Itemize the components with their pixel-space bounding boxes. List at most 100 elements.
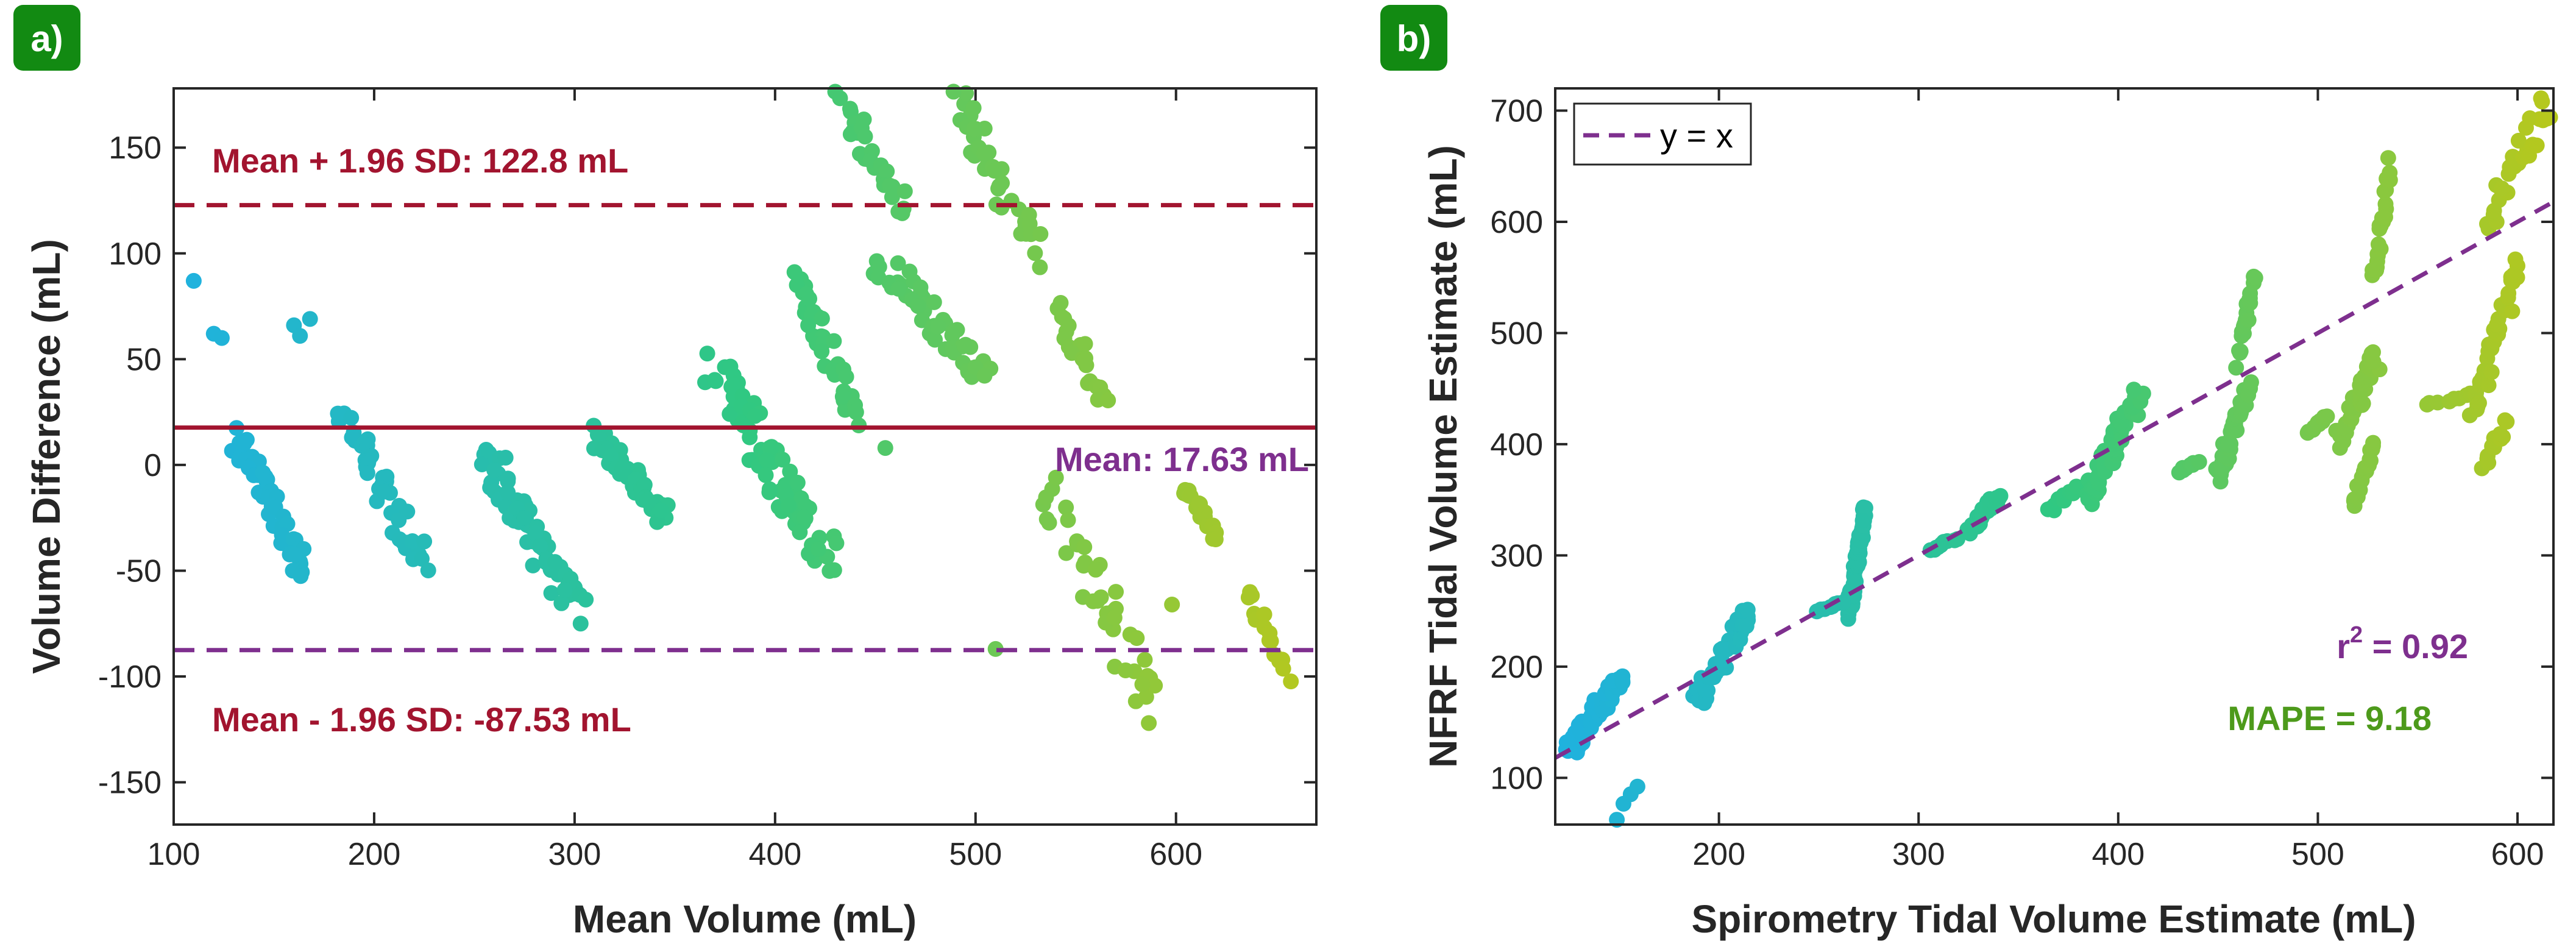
panel-b-data-point	[2528, 137, 2545, 154]
panel-a-data-point	[572, 616, 589, 632]
panel-a-data-point	[877, 440, 893, 456]
panel-a-data-point	[273, 535, 289, 552]
panel-a-data-point	[747, 408, 763, 424]
panel-b-x-tick-label: 500	[2291, 837, 2344, 872]
panel-b-y-tick-label: 300	[1490, 538, 1543, 573]
panel-a-x-tick-label: 100	[147, 837, 200, 872]
panel-a-data-point	[1056, 310, 1073, 327]
panel-b-y-tick-label: 700	[1490, 93, 1543, 129]
panel-b-x-tick-label: 200	[1692, 837, 1745, 872]
panel-a-data-point	[1060, 512, 1076, 528]
panel-b-y-axis-title: NFRF Tidal Volume Estimate (mL)	[1421, 145, 1465, 768]
panel-a-data-point	[474, 456, 490, 472]
panel-a-data-point	[1058, 545, 1074, 561]
panel-a-data-point	[1038, 489, 1054, 506]
panel-a-data-point	[556, 582, 573, 598]
panel-b-data-point	[2219, 436, 2236, 453]
panel-a-y-tick-label: 100	[108, 236, 161, 272]
panel-a-data-point	[821, 562, 838, 579]
panel-a-data-point	[786, 264, 803, 280]
panel-a-data-point	[420, 562, 436, 578]
panel-a-data-point	[359, 465, 375, 481]
panel-a-data-point	[926, 294, 942, 310]
panel-a: a) 100 200 300 400 500 600 -150-100-500501001…	[13, 5, 1318, 941]
panel-a-data-point	[527, 525, 544, 541]
panel-a-data-point	[516, 510, 533, 527]
panel-a-data-point	[1129, 630, 1145, 647]
panel-a-data-point	[761, 481, 778, 497]
panel-a-data-point	[404, 533, 420, 550]
panel-b-x-ticks: 200 300 400 500 600	[1692, 88, 2544, 872]
panel-a-data-point	[185, 272, 202, 289]
panel-b-data-point	[1697, 682, 1714, 698]
panel-b-data-point	[1848, 573, 1864, 590]
panel-a-data-point	[976, 146, 992, 162]
panel-a-data-point	[966, 121, 982, 137]
panel-b-badge: b)	[1380, 5, 1447, 71]
panel-a-data-point	[391, 512, 407, 528]
panel-a-data-point	[1076, 539, 1093, 555]
panel-b-data-point	[2228, 360, 2244, 376]
panel-a-data-point	[986, 163, 1002, 179]
panel-b-x-tick-label: 600	[2491, 837, 2544, 872]
panel-b-y-ticks: 100 200 300 400 500 600 700	[1490, 93, 2553, 796]
panel-b-data-point	[2492, 426, 2508, 442]
panel-b-data-point	[2471, 395, 2487, 411]
panel-a-data-point	[1256, 606, 1272, 623]
panel-a-y-tick-label: 0	[144, 448, 161, 483]
panel-a-data-point	[775, 452, 791, 468]
panel-a-data-point	[1117, 662, 1134, 678]
panel-b-y-tick-label: 200	[1490, 650, 1543, 685]
panel-a-data-point	[890, 204, 907, 220]
panel-a-data-point	[292, 328, 308, 344]
panel-a-data-point	[827, 83, 843, 100]
panel-a-data-point	[976, 367, 993, 384]
panel-a-data-point	[834, 388, 851, 405]
panel-a-data-point	[987, 641, 1004, 657]
panel-a-y-tick-label: 150	[108, 130, 161, 166]
panel-a-x-tick-label: 300	[548, 837, 601, 872]
panel-a-data-point	[930, 318, 946, 335]
panel-b-data-point	[2483, 364, 2500, 380]
panel-a-data-point	[1077, 336, 1093, 352]
panel-a-data-point	[1048, 469, 1064, 486]
panel-b-data-point	[1854, 513, 1871, 529]
legend: y = x	[1573, 102, 1752, 166]
panel-b-points	[1558, 90, 2558, 828]
panel-a-data-point	[497, 449, 514, 466]
panel-a-data-point	[1275, 661, 1291, 677]
panel-a-y-tick-label: -50	[116, 553, 161, 589]
panel-a-data-point	[302, 311, 318, 327]
panel-b-y-tick-label: 400	[1490, 427, 1543, 463]
panel-a-x-tick-label: 600	[1149, 837, 1202, 872]
panel-b-data-point	[2319, 408, 2335, 425]
panel-a-data-point	[1164, 596, 1180, 612]
panel-a-y-axis-title: Volume Difference (mL)	[24, 239, 68, 674]
panel-a-data-point	[1106, 609, 1123, 626]
panel-a-data-point	[1134, 676, 1151, 692]
panel-a-data-point	[884, 189, 900, 205]
panel-b-data-point	[2370, 236, 2386, 252]
legend-entry-identity: y = x	[1660, 116, 1733, 155]
panel-b-data-point	[2497, 412, 2513, 428]
panel-b-label: b)	[1397, 18, 1432, 59]
panel-a-data-point	[1137, 651, 1153, 668]
lower-limit-label: Mean - 1.96 SD: -87.53 mL	[212, 700, 631, 739]
panel-a-data-point	[890, 280, 907, 297]
panel-b-y-tick-label: 600	[1490, 205, 1543, 240]
panel-a-y-tick-label: 50	[126, 342, 161, 377]
panel-b-x-tick-label: 400	[2092, 837, 2145, 872]
panel-a-data-point	[236, 435, 252, 452]
panel-a-data-point	[838, 369, 854, 385]
panel-a-data-point	[814, 310, 830, 327]
panel-b-data-point	[2382, 172, 2398, 188]
panel-b-data-point	[2191, 453, 2207, 470]
panel-b-data-point	[2486, 202, 2502, 219]
panel-b-data-point	[2500, 289, 2516, 306]
panel-a-data-point	[699, 346, 715, 362]
panel-a-data-point	[213, 330, 230, 346]
panel-a-data-point	[375, 483, 392, 500]
panel-a-data-point	[547, 554, 563, 570]
panel-a-data-point	[330, 405, 346, 422]
panel-a-data-point	[789, 475, 806, 491]
